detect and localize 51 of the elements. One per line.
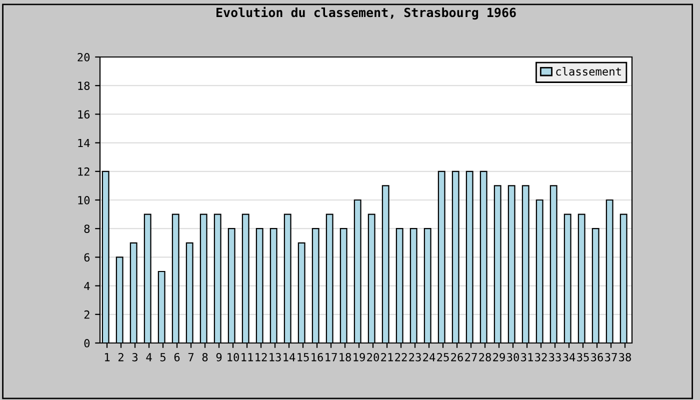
y-tick-label: 18 <box>78 82 90 90</box>
x-tick-label: 19 <box>354 352 365 362</box>
x-tick-label: 6 <box>174 352 180 362</box>
x-tick-label: 12 <box>256 352 267 362</box>
x-tick-label: 29 <box>493 352 505 362</box>
x-tick-label: 25 <box>437 352 449 362</box>
x-tick-label: 2 <box>118 352 124 362</box>
chart-title: Evolution du classement, Strasbourg 1966 <box>216 6 516 20</box>
y-tick-label: 4 <box>84 282 90 290</box>
x-tick-label: 33 <box>549 352 561 362</box>
legend-label: classement <box>556 67 621 76</box>
x-tick-label: 4 <box>146 353 152 362</box>
x-tick-label: 37 <box>605 352 617 362</box>
x-tick-label: 35 <box>577 352 589 362</box>
x-tick-label: 7 <box>188 353 194 362</box>
y-tick-label: 12 <box>78 167 90 176</box>
x-tick-label: 34 <box>563 352 576 362</box>
y-tick-label: 2 <box>84 310 90 319</box>
x-tick-label: 38 <box>619 352 631 362</box>
x-tick-label: 24 <box>423 352 436 362</box>
y-tick-label: 20 <box>78 53 90 62</box>
x-tick-label: 17 <box>326 353 337 362</box>
x-tick-label: 28 <box>479 352 491 362</box>
x-tick-label: 31 <box>521 352 533 362</box>
x-tick-label: 3 <box>132 352 138 362</box>
y-tick-label: 0 <box>84 339 90 348</box>
x-tick-label: 5 <box>160 353 166 362</box>
x-tick-label: 13 <box>270 352 281 362</box>
x-tick-label: 21 <box>381 352 393 362</box>
x-tick-label: 14 <box>284 353 296 362</box>
x-tick-label: 32 <box>535 352 547 362</box>
x-tick-label: 20 <box>367 352 379 362</box>
x-tick-label: 9 <box>216 352 222 362</box>
x-tick-label: 22 <box>395 352 407 362</box>
x-tick-label: 16 <box>312 352 323 362</box>
x-tick-label: 27 <box>465 352 477 362</box>
x-tick-label: 11 <box>242 353 253 362</box>
x-tick-label: 18 <box>340 352 351 362</box>
x-tick-label: 15 <box>298 353 309 362</box>
x-tick-label: 23 <box>409 352 421 362</box>
x-tick-label: 36 <box>591 352 603 362</box>
y-tick-label: 10 <box>78 196 90 204</box>
x-tick-label: 10 <box>228 352 239 362</box>
x-tick-label: 8 <box>202 352 208 362</box>
x-tick-label: 1 <box>104 353 110 362</box>
y-tick-label: 14 <box>78 138 90 148</box>
x-tick-label: 26 <box>451 352 463 362</box>
y-tick-label: 16 <box>78 110 90 119</box>
y-tick-label: 8 <box>84 224 90 234</box>
y-tick-label: 6 <box>84 253 90 262</box>
x-tick-label: 30 <box>507 352 519 362</box>
